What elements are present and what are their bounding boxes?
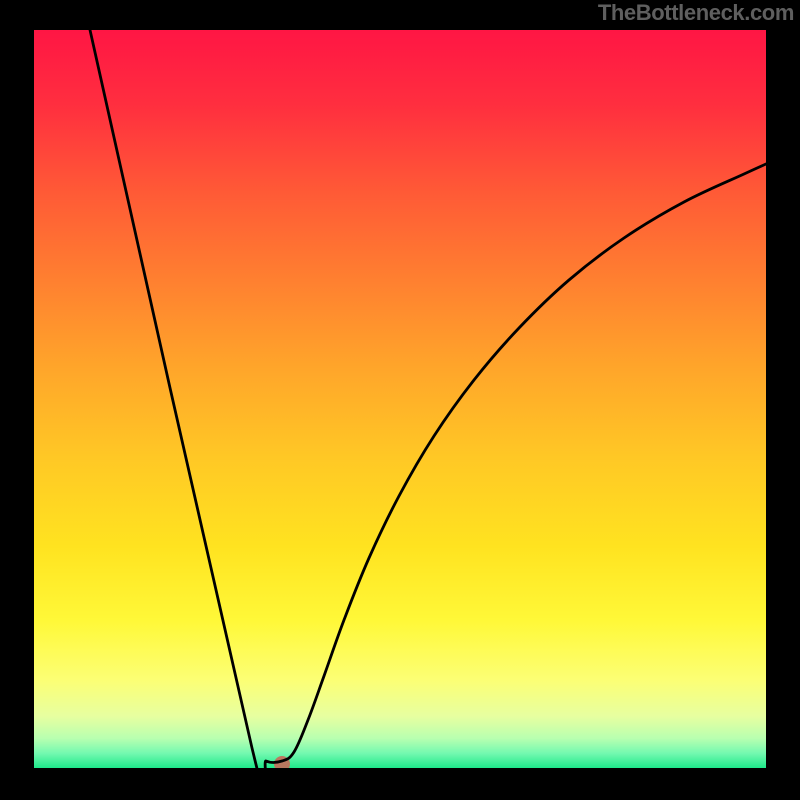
watermark-text: TheBottleneck.com [598, 0, 794, 26]
bottleneck-curve [34, 30, 766, 768]
plot-area [34, 30, 766, 768]
chart-frame: TheBottleneck.com [0, 0, 800, 800]
bottleneck-curve-line [90, 30, 766, 768]
